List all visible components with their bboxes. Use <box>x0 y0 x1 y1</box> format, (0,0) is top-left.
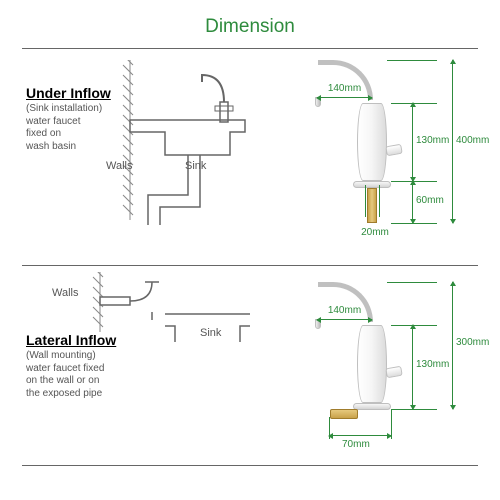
sink-svg-under <box>30 60 250 230</box>
dim-reach-2 <box>317 319 372 320</box>
page-title: Dimension <box>0 0 500 38</box>
sink-diagram-under <box>30 60 250 230</box>
neck-under <box>318 60 373 100</box>
dim-reach-2-txt: 140mm <box>317 305 372 316</box>
body-lateral <box>357 325 387 403</box>
sink-label-1: Sink <box>185 160 206 172</box>
dim-reach-1 <box>317 97 372 98</box>
dim-total-1 <box>452 60 453 223</box>
sidebrass-lateral <box>330 409 358 419</box>
row-lateral-inflow: Lateral Inflow (Wall mounting) water fau… <box>0 272 500 462</box>
dim-reach-1-txt: 140mm <box>317 83 372 94</box>
row-under-inflow: Under Inflow (Sink installation) water f… <box>0 55 500 265</box>
text-block-lateral: Lateral Inflow (Wall mounting) water fau… <box>26 332 256 400</box>
sink-svg-lateral <box>30 272 250 342</box>
sub-lateral: (Wall mounting) water faucet fixed on th… <box>26 350 256 400</box>
dim-total-1-txt: 400mm <box>456 135 489 146</box>
dim-body-1 <box>412 103 413 181</box>
faucet-lateral: 140mm 130mm 70mm 300mm <box>300 277 480 467</box>
divider-bottom <box>22 465 478 466</box>
divider-mid <box>22 265 478 266</box>
dim-body-2-txt: 130mm <box>416 359 449 370</box>
basering-lateral <box>353 403 391 410</box>
neck-lateral <box>318 282 373 322</box>
dim-body-2 <box>412 325 413 409</box>
sink-diagram-lateral <box>30 272 250 342</box>
dim-stem-1-txt: 20mm <box>355 227 395 238</box>
divider-top <box>22 48 478 49</box>
basering-under <box>353 181 391 188</box>
dim-total-2 <box>452 282 453 409</box>
dim-gap-1 <box>412 181 413 223</box>
handle-under <box>385 144 402 157</box>
dim-gap-1-txt: 60mm <box>416 195 444 206</box>
dim-side-2 <box>329 435 391 436</box>
stem-under <box>367 188 377 223</box>
faucet-under: 140mm 130mm 60mm 20mm 400mm <box>300 55 480 255</box>
dim-body-1-txt: 130mm <box>416 135 449 146</box>
dim-total-2-txt: 300mm <box>456 337 489 348</box>
body-under <box>357 103 387 181</box>
handle-lateral <box>385 366 402 379</box>
walls-label-1: Walls <box>106 160 132 172</box>
dim-side-2-txt: 70mm <box>342 439 370 450</box>
